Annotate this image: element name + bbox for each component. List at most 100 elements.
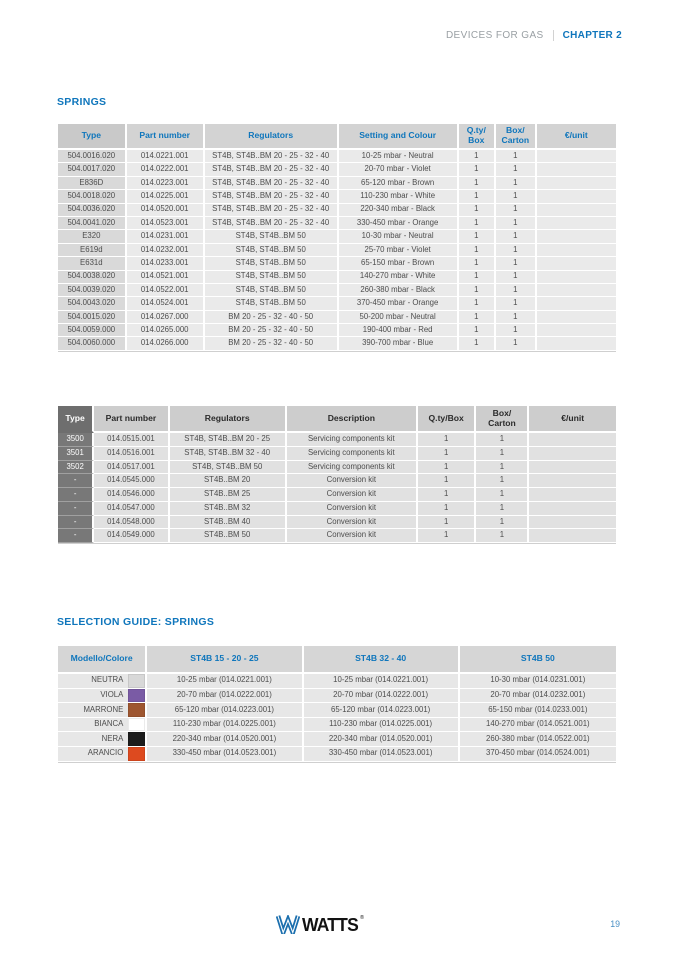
cell-box-carton: 1 xyxy=(476,488,530,502)
springs-table-row: 504.0038.020 014.0521.001 ST4B, ST4B..BM… xyxy=(58,270,616,284)
cell-part-number: 014.0266.000 xyxy=(126,337,205,351)
cell-eur-unit xyxy=(536,310,616,325)
cell-setting-colour: 390-700 mbar - Blue xyxy=(338,337,459,351)
springs-table-row: 504.0043.020 014.0524.001 ST4B, ST4B..BM… xyxy=(58,297,616,311)
cell-box-carton: 1 xyxy=(476,529,530,543)
springs-table-row: E320 014.0231.001 ST4B, ST4B..BM 50 10-3… xyxy=(58,230,616,244)
section-label: DEVICES FOR GAS xyxy=(445,30,544,41)
colour-swatch-cell xyxy=(128,688,148,704)
cell-type: - xyxy=(58,515,95,530)
kits-table-row: 3502 014.0517.001 ST4B, ST4B..BM 50 Serv… xyxy=(58,460,616,475)
cell-regulators: ST4B..BM 20 xyxy=(169,474,287,488)
cell-box-carton: 1 xyxy=(476,501,530,516)
selection-guide-row: NERA 220-340 mbar (014.0520.001) 220-340… xyxy=(58,732,616,747)
cell-qty-box: 1 xyxy=(458,297,496,311)
cell-qty-box: 1 xyxy=(458,230,496,244)
cell-part-number: 014.0232.001 xyxy=(126,243,205,258)
watts-logo: WATTS ® xyxy=(276,914,364,934)
cell-regulators: ST4B, ST4B..BM 20 - 25 - 32 - 40 xyxy=(204,176,339,191)
cell-description: Servicing components kit xyxy=(286,460,418,475)
cell-qty-box: 1 xyxy=(458,337,496,351)
cell-type: E619d xyxy=(58,243,127,258)
watts-w-mark-icon xyxy=(276,915,300,934)
cell-type: 504.0017.020 xyxy=(58,163,127,177)
cell-type: 3500 xyxy=(58,433,95,447)
cell-qty-box: 1 xyxy=(417,460,477,475)
cell-box-carton: 1 xyxy=(495,337,537,351)
cell-qty-box: 1 xyxy=(458,324,496,338)
cell-colour-name: NERA xyxy=(58,732,129,747)
selection-guide-row: MARRONE 65-120 mbar (014.0223.001) 65-12… xyxy=(58,703,616,718)
colour-swatch xyxy=(128,674,146,688)
cell-type: 504.0036.020 xyxy=(58,203,127,217)
kits-table-row: 3500 014.0515.001 ST4B, ST4B..BM 20 - 25… xyxy=(58,433,616,447)
springs-table-row: 504.0018.020 014.0225.001 ST4B, ST4B..BM… xyxy=(58,190,616,204)
cell-qty-box: 1 xyxy=(417,474,477,488)
cell-eur-unit xyxy=(536,283,616,298)
cell-description: Conversion kit xyxy=(286,515,418,530)
springs-table-header: Type Part number Regulators Setting and … xyxy=(58,124,616,150)
cell-part-number: 014.0222.001 xyxy=(126,163,205,177)
cell-qty-box: 1 xyxy=(458,190,496,204)
cell-setting-colour: 65-150 mbar - Brown xyxy=(338,257,459,271)
cell-qty-box: 1 xyxy=(417,529,477,543)
cell-eur-unit xyxy=(536,324,616,338)
cell-description: Servicing components kit xyxy=(286,446,418,461)
cell-eur-unit xyxy=(536,257,616,271)
cell-setting-colour: 20-70 mbar - Violet xyxy=(338,163,459,177)
colour-swatch xyxy=(128,703,146,717)
selection-guide-table: Modello/Colore ST4B 15 - 20 - 25 ST4B 32… xyxy=(58,646,616,763)
selection-guide-row: NEUTRA 10-25 mbar (014.0221.001) 10-25 m… xyxy=(58,674,616,689)
col-header-qty-box: Q.ty/ Box xyxy=(458,124,496,150)
cell-setting-colour: 140-270 mbar - White xyxy=(338,270,459,284)
cell-part-number: 014.0524.001 xyxy=(126,297,205,311)
selection-guide-row: BIANCA 110-230 mbar (014.0225.001) 110-2… xyxy=(58,717,616,733)
cell-box-carton: 1 xyxy=(495,176,537,191)
cell-st4b-15-20-25: 330-450 mbar (014.0523.001) xyxy=(147,746,304,762)
cell-st4b-32-40: 65-120 mbar (014.0223.001) xyxy=(303,703,460,718)
cell-box-carton: 1 xyxy=(495,270,537,284)
col-header-type: Type xyxy=(58,406,95,433)
cell-part-number: 014.0265.000 xyxy=(126,324,205,338)
cell-regulators: ST4B, ST4B..BM 50 xyxy=(169,460,287,475)
cell-colour-name: ARANCIO xyxy=(58,746,129,762)
kits-table: Type Part number Regulators Description … xyxy=(58,406,616,544)
cell-colour-name: MARRONE xyxy=(58,703,129,718)
springs-table-row: E631d 014.0233.001 ST4B, ST4B..BM 50 65-… xyxy=(58,257,616,271)
cell-part-number: 014.0516.001 xyxy=(94,446,170,461)
cell-regulators: BM 20 - 25 - 32 - 40 - 50 xyxy=(204,324,339,338)
cell-type: 504.0018.020 xyxy=(58,190,127,204)
springs-table-row: 504.0016.020 014.0221.001 ST4B, ST4B..BM… xyxy=(58,150,616,164)
colour-swatch-cell xyxy=(128,674,148,689)
selection-guide-row: VIOLA 20-70 mbar (014.0222.001) 20-70 mb… xyxy=(58,688,616,704)
springs-table-row: 504.0041.020 014.0523.001 ST4B, ST4B..BM… xyxy=(58,216,616,231)
kits-table-row: - 014.0549.000 ST4B..BM 50 Conversion ki… xyxy=(58,529,616,543)
col-header-box-carton: Box/ Carton xyxy=(495,124,537,150)
cell-part-number: 014.0548.000 xyxy=(94,515,170,530)
cell-st4b-15-20-25: 220-340 mbar (014.0520.001) xyxy=(147,732,304,747)
cell-part-number: 014.0523.001 xyxy=(126,216,205,231)
cell-st4b-15-20-25: 65-120 mbar (014.0223.001) xyxy=(147,703,304,718)
cell-regulators: ST4B, ST4B..BM 20 - 25 - 32 - 40 xyxy=(204,216,339,231)
cell-eur-unit xyxy=(529,501,616,516)
cell-eur-unit xyxy=(529,488,616,502)
cell-box-carton: 1 xyxy=(476,446,530,461)
cell-box-carton: 1 xyxy=(476,460,530,475)
cell-part-number: 014.0515.001 xyxy=(94,433,170,447)
col-header-st4b-15-20-25: ST4B 15 - 20 - 25 xyxy=(147,646,304,674)
cell-regulators: ST4B, ST4B..BM 20 - 25 - 32 - 40 xyxy=(204,203,339,217)
cell-st4b-50: 10-30 mbar (014.0231.001) xyxy=(459,674,616,689)
cell-part-number: 014.0522.001 xyxy=(126,283,205,298)
cell-qty-box: 1 xyxy=(458,270,496,284)
header-divider xyxy=(552,30,554,41)
cell-part-number: 014.0547.000 xyxy=(94,501,170,516)
cell-qty-box: 1 xyxy=(458,283,496,298)
cell-type: 504.0043.020 xyxy=(58,297,127,311)
cell-setting-colour: 50-200 mbar - Neutral xyxy=(338,310,459,325)
springs-table-row: E619d 014.0232.001 ST4B, ST4B..BM 50 25-… xyxy=(58,243,616,258)
springs-table-body: 504.0016.020 014.0221.001 ST4B, ST4B..BM… xyxy=(58,150,616,351)
col-header-part-number: Part number xyxy=(94,406,170,433)
cell-box-carton: 1 xyxy=(476,474,530,488)
cell-box-carton: 1 xyxy=(495,150,537,164)
cell-type: 504.0038.020 xyxy=(58,270,127,284)
